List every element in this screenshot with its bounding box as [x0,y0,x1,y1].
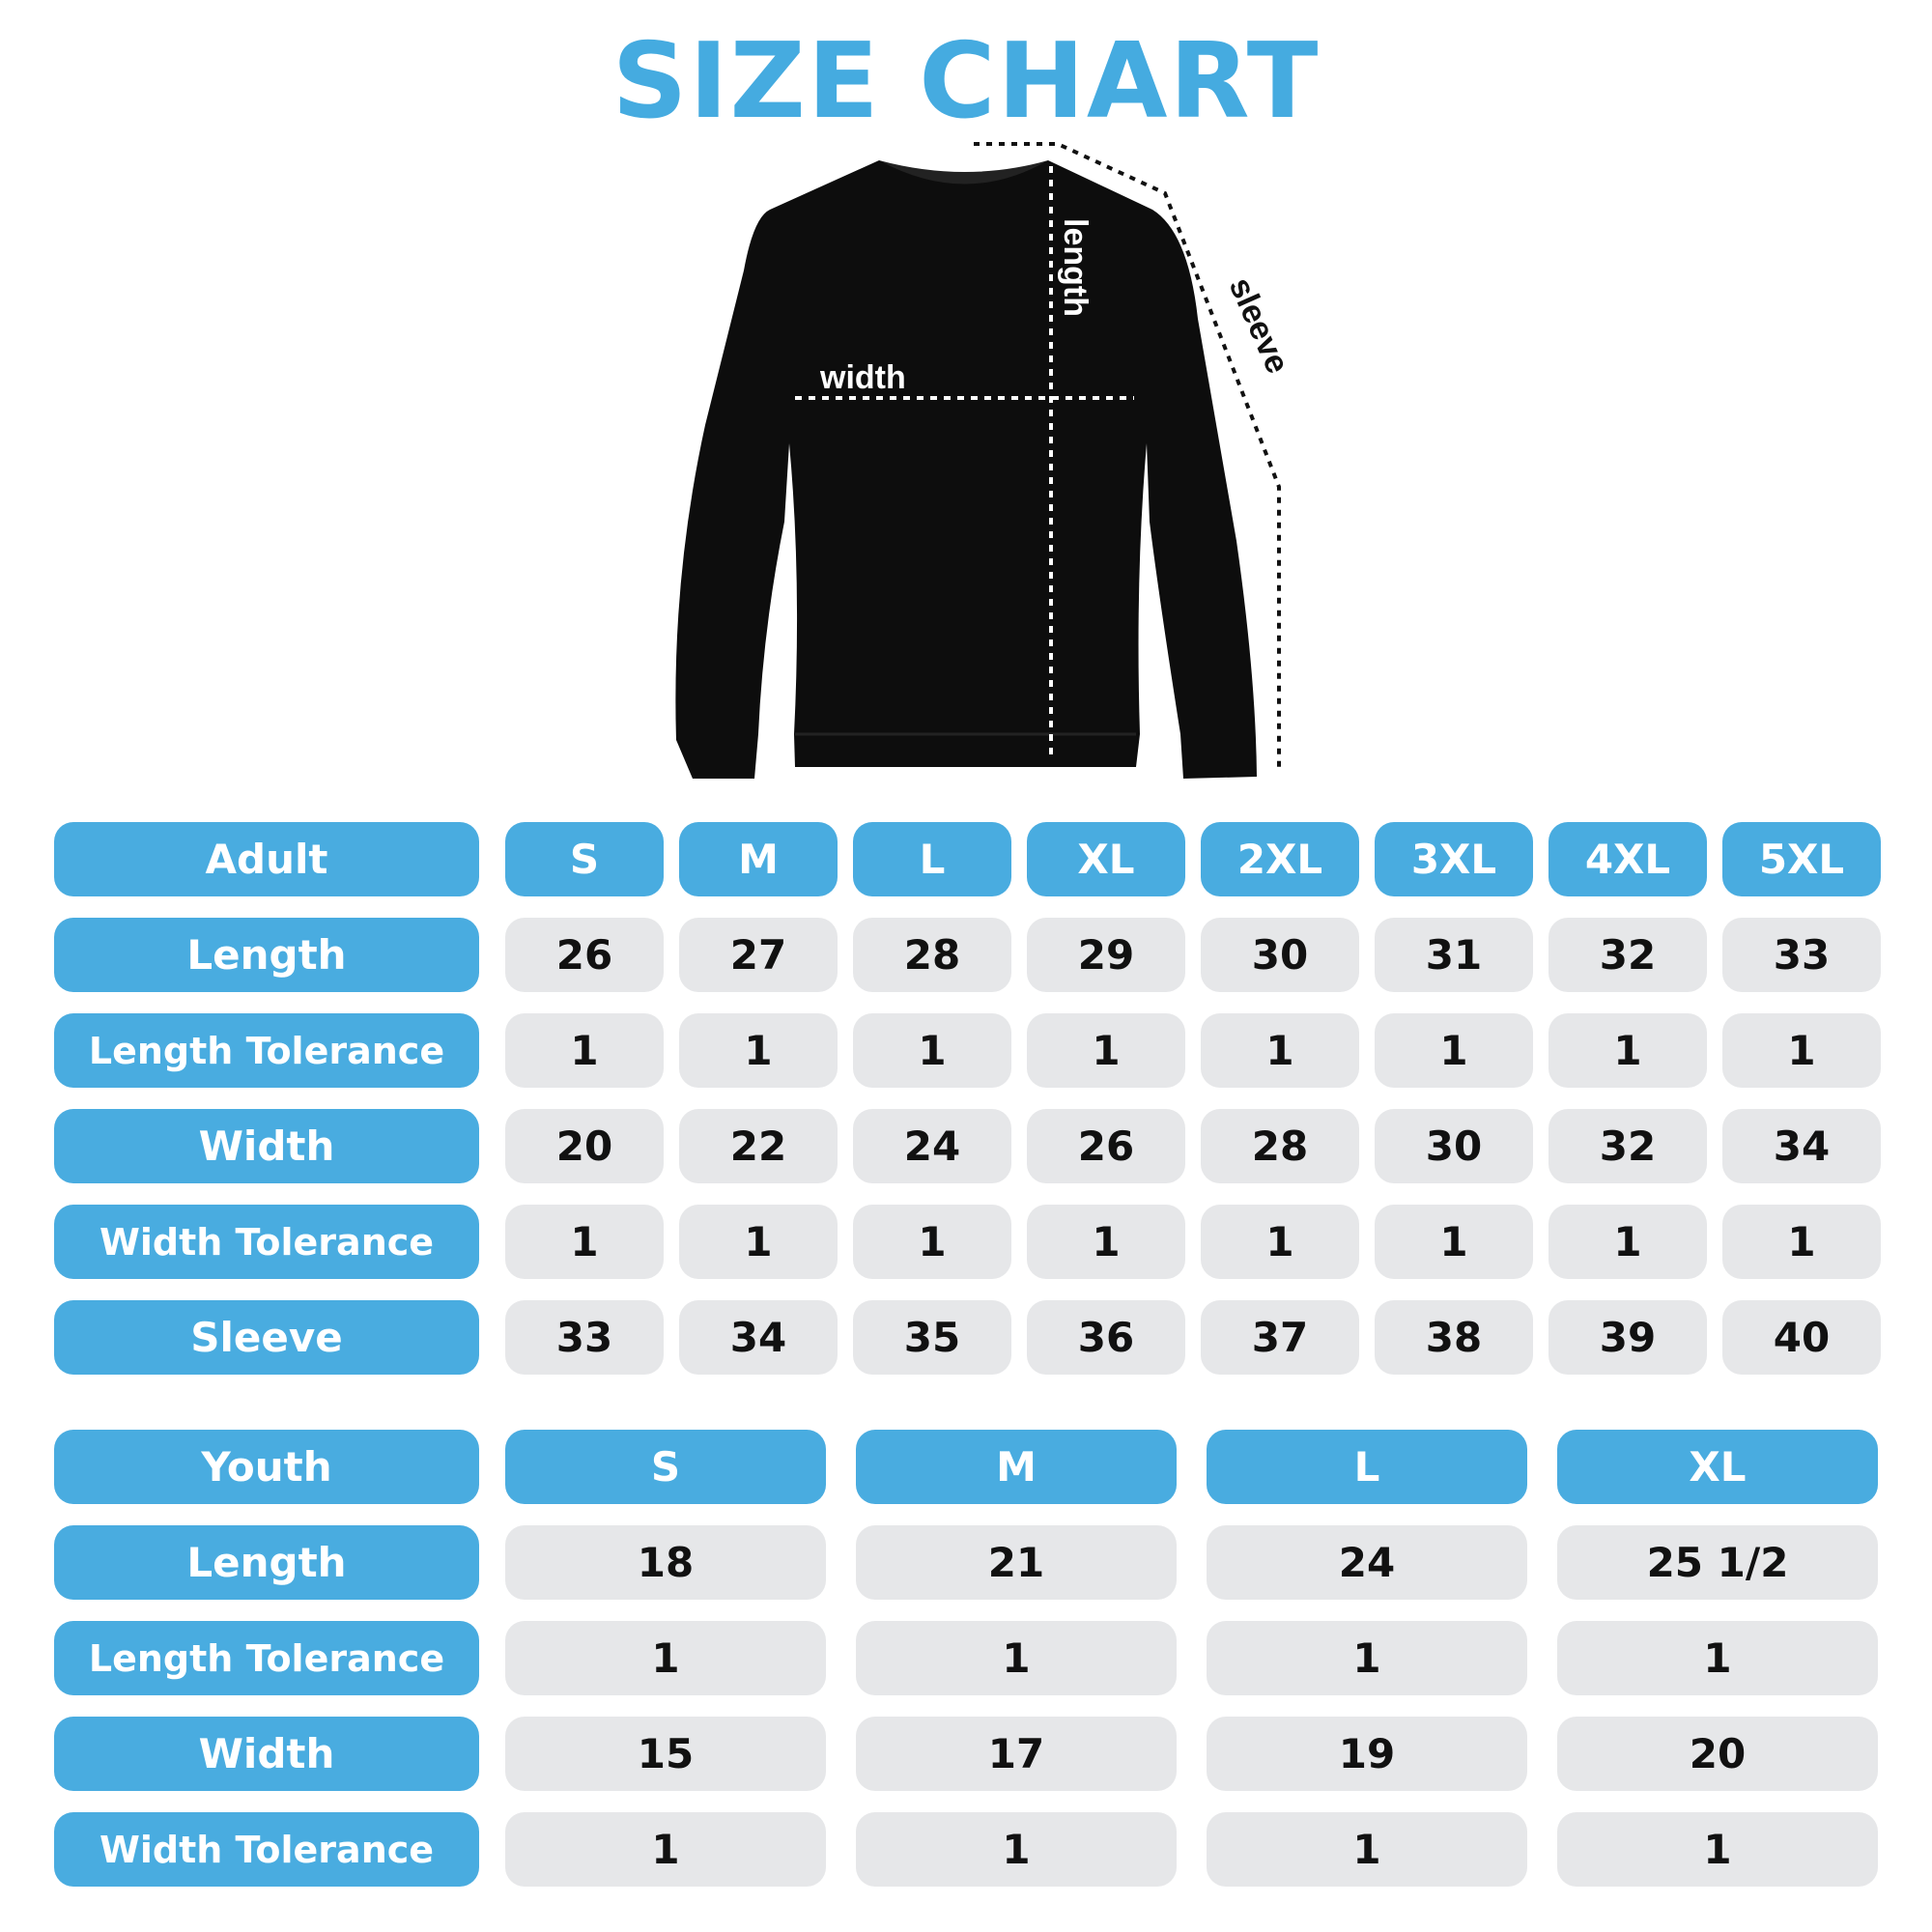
adult-value-cell: 26 [505,918,664,992]
adult-value-cell: 30 [1375,1109,1533,1183]
youth-value-cell: 1 [505,1621,826,1695]
youth-row-label: Width Tolerance [54,1812,479,1887]
youth-value-cell: 1 [856,1621,1177,1695]
youth-size-l: L [1207,1430,1527,1504]
adult-value-cell: 1 [505,1205,664,1279]
adult-size-s: S [505,822,664,896]
adult-size-3xl: 3XL [1375,822,1533,896]
adult-value-cell: 28 [853,918,1011,992]
adult-value-cell: 27 [679,918,838,992]
youth-value-cell: 1 [1557,1812,1878,1887]
sweatshirt-image [675,160,1257,779]
page-title: SIZE CHART [611,21,1321,142]
adult-value-cell: 1 [679,1013,838,1088]
youth-size-m: M [856,1430,1177,1504]
adult-value-cell: 38 [1375,1300,1533,1375]
adult-size-l: L [853,822,1011,896]
adult-value-cell: 32 [1548,918,1707,992]
adult-size-xl: XL [1027,822,1185,896]
youth-size-s: S [505,1430,826,1504]
adult-value-cell: 1 [1375,1205,1533,1279]
adult-value-cell: 34 [1722,1109,1881,1183]
adult-value-cell: 1 [1548,1013,1707,1088]
adult-value-cell: 1 [505,1013,664,1088]
youth-value-cell: 24 [1207,1525,1527,1600]
adult-size-2xl: 2XL [1201,822,1359,896]
adult-row-label: Length [54,918,479,992]
youth-value-cell: 20 [1557,1717,1878,1791]
adult-value-cell: 1 [1027,1205,1185,1279]
adult-value-cell: 1 [679,1205,838,1279]
youth-value-cell: 1 [1207,1812,1527,1887]
adult-value-cell: 1 [853,1013,1011,1088]
adult-value-cell: 1 [1722,1205,1881,1279]
youth-value-cell: 17 [856,1717,1177,1791]
adult-value-cell: 1 [1201,1013,1359,1088]
adult-row-label: Sleeve [54,1300,479,1375]
youth-value-cell: 15 [505,1717,826,1791]
youth-size-xl: XL [1557,1430,1878,1504]
adult-value-cell: 30 [1201,918,1359,992]
youth-row-label: Length Tolerance [54,1621,479,1695]
youth-table-header: Youth [54,1430,479,1504]
adult-row-label: Width [54,1109,479,1183]
length-label: length [1057,218,1094,317]
youth-row-label: Length [54,1525,479,1600]
adult-value-cell: 40 [1722,1300,1881,1375]
adult-value-cell: 32 [1548,1109,1707,1183]
sleeve-measure-line [974,142,1281,770]
youth-value-cell: 1 [1207,1621,1527,1695]
adult-value-cell: 36 [1027,1300,1185,1375]
youth-row-label: Width [54,1717,479,1791]
adult-value-cell: 33 [1722,918,1881,992]
adult-value-cell: 29 [1027,918,1185,992]
adult-size-4xl: 4XL [1548,822,1707,896]
adult-value-cell: 1 [1027,1013,1185,1088]
adult-value-cell: 24 [853,1109,1011,1183]
adult-value-cell: 39 [1548,1300,1707,1375]
youth-value-cell: 1 [1557,1621,1878,1695]
youth-value-cell: 18 [505,1525,826,1600]
adult-value-cell: 33 [505,1300,664,1375]
adult-value-cell: 1 [853,1205,1011,1279]
sleeve-label: sleeve [1222,272,1296,379]
adult-row-label: Length Tolerance [54,1013,479,1088]
adult-row-label: Width Tolerance [54,1205,479,1279]
adult-value-cell: 35 [853,1300,1011,1375]
adult-value-cell: 34 [679,1300,838,1375]
adult-value-cell: 1 [1548,1205,1707,1279]
youth-value-cell: 25 1/2 [1557,1525,1878,1600]
youth-value-cell: 21 [856,1525,1177,1600]
width-label: width [819,359,906,396]
adult-value-cell: 37 [1201,1300,1359,1375]
youth-value-cell: 1 [505,1812,826,1887]
adult-size-5xl: 5XL [1722,822,1881,896]
adult-value-cell: 22 [679,1109,838,1183]
adult-value-cell: 20 [505,1109,664,1183]
adult-size-m: M [679,822,838,896]
adult-value-cell: 1 [1375,1013,1533,1088]
adult-value-cell: 28 [1201,1109,1359,1183]
adult-value-cell: 1 [1201,1205,1359,1279]
adult-value-cell: 1 [1722,1013,1881,1088]
adult-table-header: Adult [54,822,479,896]
youth-value-cell: 19 [1207,1717,1527,1791]
adult-value-cell: 31 [1375,918,1533,992]
youth-value-cell: 1 [856,1812,1177,1887]
adult-value-cell: 26 [1027,1109,1185,1183]
